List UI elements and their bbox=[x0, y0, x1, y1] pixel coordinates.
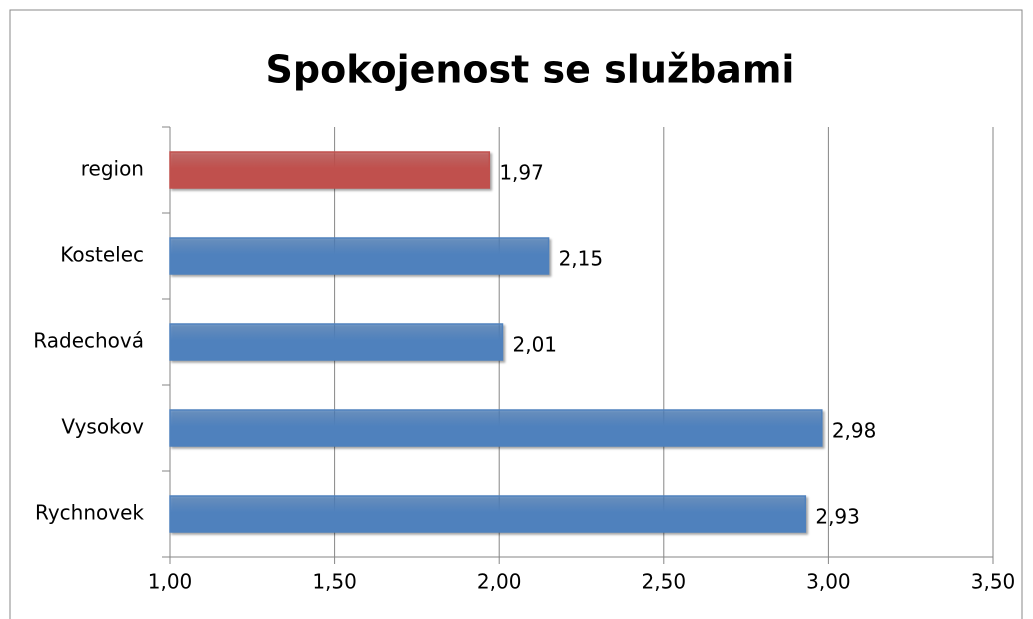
bar bbox=[169, 323, 504, 361]
bar bbox=[169, 495, 807, 533]
x-tick-label: 2,50 bbox=[642, 570, 687, 594]
value-label: 1,97 bbox=[499, 161, 544, 185]
y-tick-label: region bbox=[81, 157, 144, 181]
bar bbox=[169, 151, 491, 189]
x-tick-label: 1,00 bbox=[148, 570, 193, 594]
x-tick-label: 2,00 bbox=[477, 570, 522, 594]
value-label: 2,15 bbox=[559, 247, 604, 271]
value-label: 2,98 bbox=[832, 419, 877, 443]
bar bbox=[169, 237, 550, 275]
value-label: 2,01 bbox=[512, 333, 557, 357]
x-tick-label: 3,00 bbox=[806, 570, 851, 594]
x-tick-label: 3,50 bbox=[971, 570, 1016, 594]
y-tick-label: Rychnovek bbox=[35, 501, 144, 525]
y-tick-label: Radechová bbox=[33, 329, 144, 353]
chart-title: Spokojenost se službami bbox=[266, 48, 795, 92]
value-label: 2,93 bbox=[815, 505, 860, 529]
y-tick-label: Vysokov bbox=[61, 415, 144, 439]
bar bbox=[169, 409, 823, 447]
x-tick-label: 1,50 bbox=[312, 570, 357, 594]
y-tick-label: Kostelec bbox=[60, 243, 144, 267]
